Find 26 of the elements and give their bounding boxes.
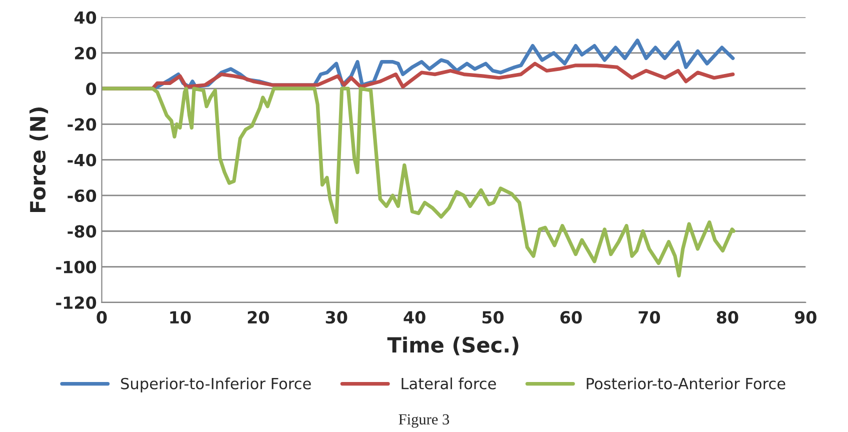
x-tick-label: 20 [248, 311, 269, 324]
y-axis-title: Force (N) [30, 108, 48, 212]
y-tick-label: -60 [68, 189, 96, 202]
y-tick-label: -80 [68, 225, 96, 238]
x-axis-title: Time (Sec.) [387, 336, 518, 356]
y-tick-label: -120 [56, 296, 96, 309]
y-tick-label: -100 [56, 260, 96, 274]
legend-label: Posterior-to-Anterior Force [586, 378, 786, 390]
legend-label: Superior-to-Inferior Force [121, 378, 311, 392]
caption: Figure 3 [398, 414, 450, 428]
x-tick-label: 50 [482, 311, 504, 324]
x-tick-label: 30 [326, 311, 348, 324]
y-tick-label: 20 [75, 46, 96, 60]
x-tick-label: 90 [794, 311, 816, 324]
y-tick-label: 0 [86, 82, 96, 96]
x-tick-label: 70 [638, 311, 660, 324]
x-tick-label: 40 [404, 311, 426, 324]
line-series [102, 86, 736, 278]
x-tick-label: 10 [170, 311, 191, 324]
legend-label: Lateral force [402, 378, 496, 390]
x-tick-label: 0 [96, 311, 107, 324]
x-tick-label: 80 [716, 311, 738, 324]
y-tick-label: -40 [68, 154, 96, 166]
x-tick-label: 60 [560, 311, 582, 324]
y-tick-label: -20 [68, 118, 96, 131]
y-tick-label: 40 [74, 11, 96, 24]
